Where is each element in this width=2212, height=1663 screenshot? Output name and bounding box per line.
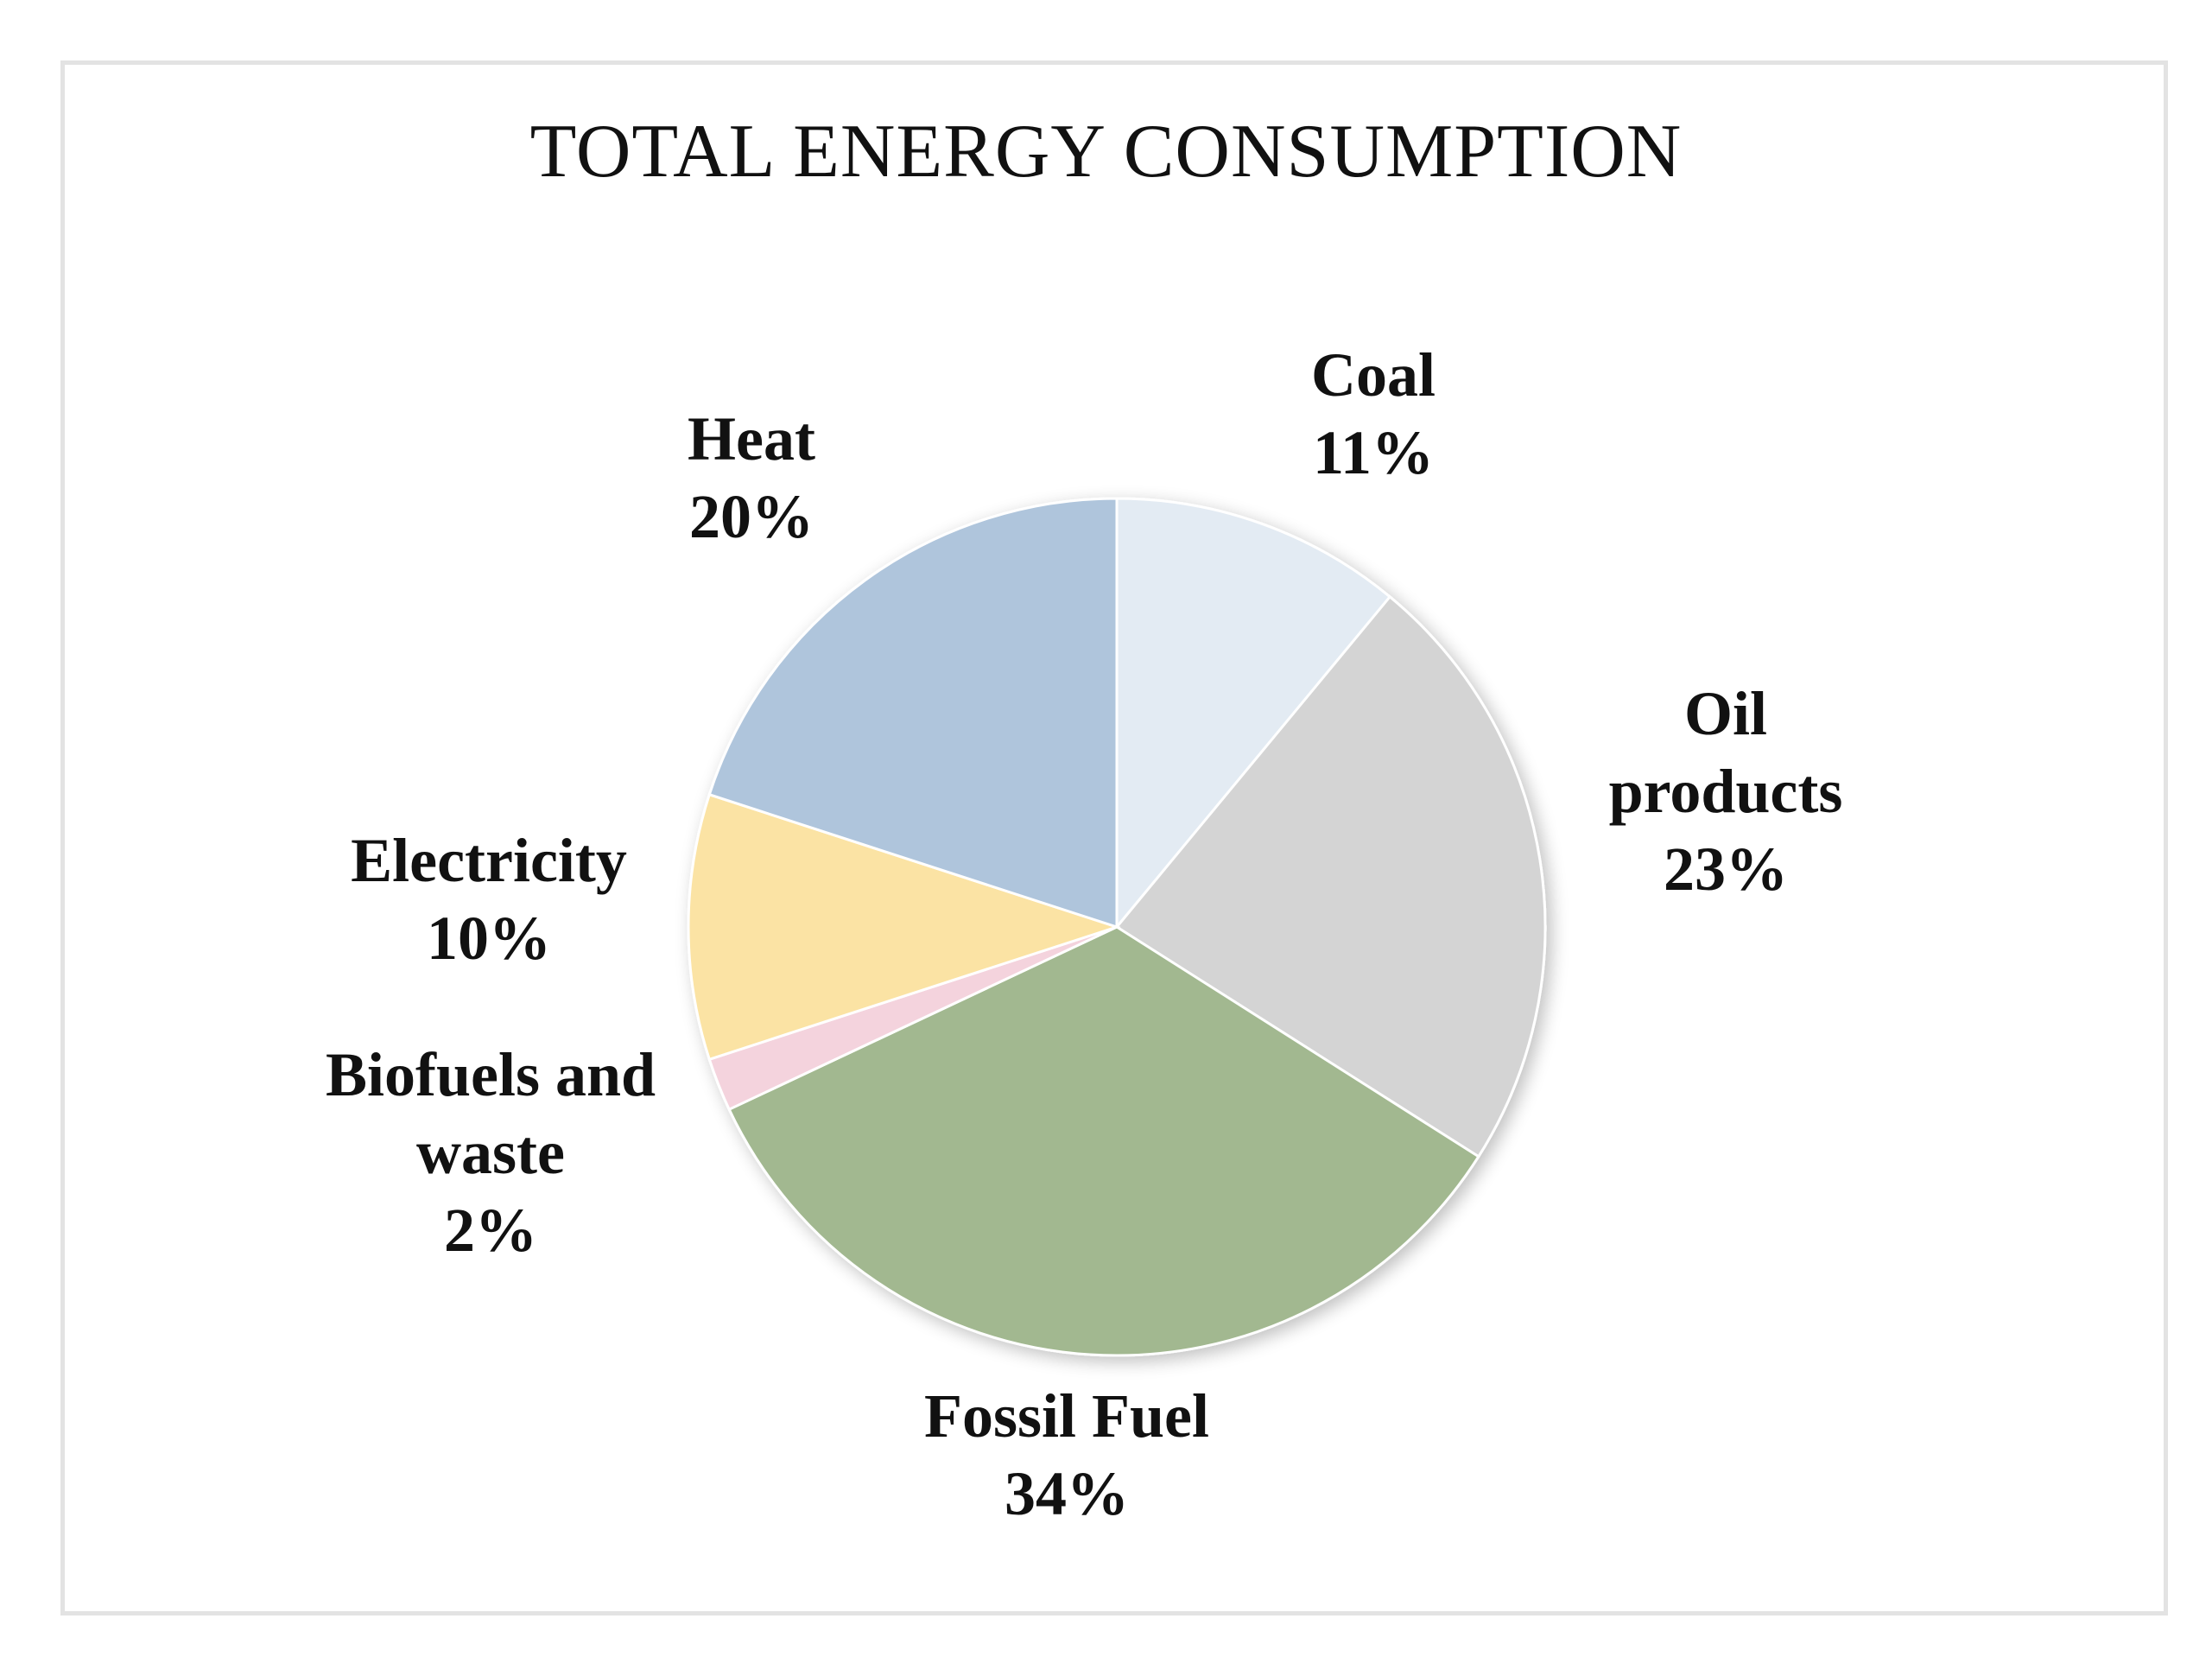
pie-slice-coal	[1115, 497, 1392, 931]
data-label-fossil-fuel: Fossil Fuel 34%	[924, 1381, 1209, 1528]
chart-title: TOTAL ENERGY CONSUMPTION	[529, 110, 1683, 194]
data-label-electricity: Electricity 10%	[351, 826, 627, 973]
data-label-biofuels-and-waste: Biofuels and waste 2%	[326, 1040, 656, 1265]
pie-slice-heat	[707, 497, 1119, 930]
pie-slice-electricity	[687, 792, 1121, 1062]
data-label-oil-products: Oil products 23%	[1609, 679, 1843, 904]
data-label-coal: Coal 11%	[1311, 340, 1436, 487]
data-label-heat: Heat 20%	[688, 404, 815, 551]
pie-slice-oil-products	[1114, 594, 1547, 1158]
pie-slice-fossil-fuel	[727, 925, 1480, 1357]
